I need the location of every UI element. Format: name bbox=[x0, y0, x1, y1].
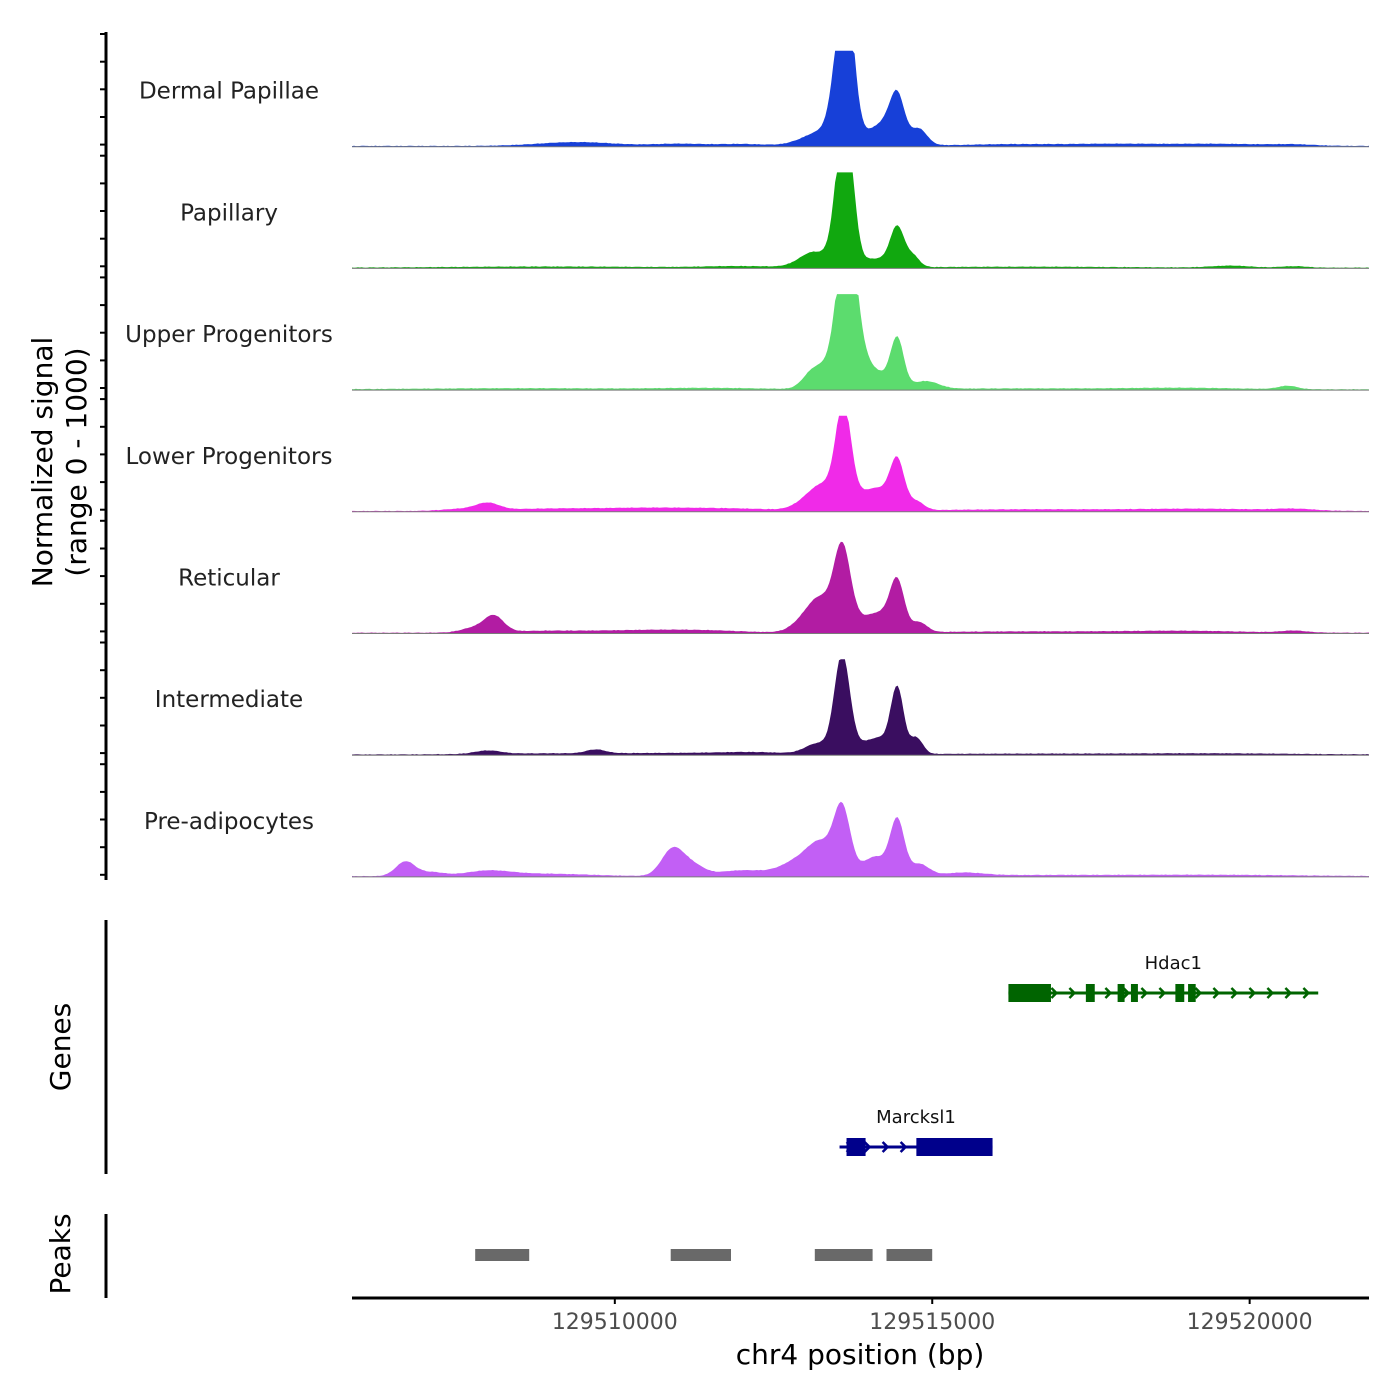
x-tick-label: 129510000 bbox=[552, 1310, 678, 1335]
strand-arrow bbox=[1050, 987, 1059, 999]
track-label-lower-progenitors: Lower Progenitors bbox=[126, 444, 333, 470]
track-label-pre-adipocytes: Pre-adipocytes bbox=[144, 809, 314, 835]
strand-arrow bbox=[1068, 987, 1077, 999]
gene-label-marcksl1: Marcksl1 bbox=[876, 1107, 956, 1128]
coverage-tracks bbox=[352, 50, 1369, 878]
peak-region bbox=[670, 1249, 731, 1261]
exon-hdac1 bbox=[1188, 984, 1196, 1002]
coverage-area-intermediate bbox=[352, 659, 1369, 756]
y-axis-title-line2: (range 0 - 1000) bbox=[60, 347, 93, 576]
exon-marcksl1 bbox=[916, 1138, 993, 1156]
track-label-papillary: Papillary bbox=[180, 200, 278, 226]
x-tick-label: 129520000 bbox=[1187, 1310, 1313, 1335]
coverage-area-lower-progenitors bbox=[352, 415, 1369, 512]
peak-region bbox=[475, 1249, 530, 1261]
strand-arrow bbox=[881, 1141, 890, 1153]
strand-arrow bbox=[1248, 987, 1257, 999]
y-axis-title-line1: Normalized signal bbox=[26, 337, 59, 588]
x-axis-title: chr4 position (bp) bbox=[736, 1338, 985, 1371]
x-tick-label: 129515000 bbox=[869, 1310, 995, 1335]
exon-marcksl1 bbox=[846, 1138, 866, 1156]
genes-panel-label: Genes bbox=[44, 1003, 77, 1091]
coverage-area-papillary bbox=[352, 172, 1369, 269]
coverage-area-reticular bbox=[352, 541, 1369, 634]
x-axis-ticks: 129510000 129515000 129520000 bbox=[552, 1298, 1313, 1335]
strand-arrow bbox=[1140, 987, 1149, 999]
gene-hdac1: Hdac1 bbox=[1008, 953, 1319, 1002]
strand-arrow bbox=[899, 1141, 908, 1153]
coverage-area-dermal-papillae bbox=[352, 50, 1369, 147]
gene-label-hdac1: Hdac1 bbox=[1145, 953, 1202, 974]
track-label-upper-progenitors: Upper Progenitors bbox=[125, 322, 333, 348]
track-label-intermediate: Intermediate bbox=[155, 687, 303, 713]
strand-arrow bbox=[1104, 987, 1113, 999]
exon-hdac1 bbox=[1008, 984, 1051, 1002]
strand-arrow bbox=[1302, 987, 1311, 999]
strand-arrow bbox=[1230, 987, 1239, 999]
track-label-dermal-papillae: Dermal Papillae bbox=[139, 79, 319, 105]
gene-track: Hdac1 Marcksl1 bbox=[839, 953, 1319, 1156]
strand-arrow bbox=[1212, 987, 1221, 999]
peak-region bbox=[814, 1249, 873, 1261]
strand-arrow bbox=[1158, 987, 1167, 999]
peaks-panel-label: Peaks bbox=[44, 1213, 77, 1294]
strand-arrow bbox=[1266, 987, 1275, 999]
strand-arrow bbox=[1284, 987, 1293, 999]
peak-region bbox=[886, 1249, 933, 1261]
coverage-y-ticks bbox=[100, 33, 106, 876]
exon-hdac1 bbox=[1130, 984, 1138, 1002]
gene-marcksl1: Marcksl1 bbox=[839, 1107, 993, 1156]
strand-arrow bbox=[863, 1141, 872, 1153]
coverage-area-pre-adipocytes bbox=[352, 801, 1369, 877]
strand-arrow bbox=[1122, 987, 1131, 999]
peak-track bbox=[475, 1249, 933, 1261]
track-label-reticular: Reticular bbox=[178, 566, 280, 592]
strand-arrow bbox=[1194, 987, 1203, 999]
exon-hdac1 bbox=[1175, 984, 1185, 1002]
exon-hdac1 bbox=[1085, 984, 1095, 1002]
y-axis-title: Normalized signal (range 0 - 1000) bbox=[26, 337, 93, 588]
exon-hdac1 bbox=[1117, 984, 1125, 1002]
coverage-area-upper-progenitors bbox=[352, 294, 1369, 391]
track-labels: Dermal Papillae Papillary Upper Progenitor… bbox=[125, 79, 333, 835]
